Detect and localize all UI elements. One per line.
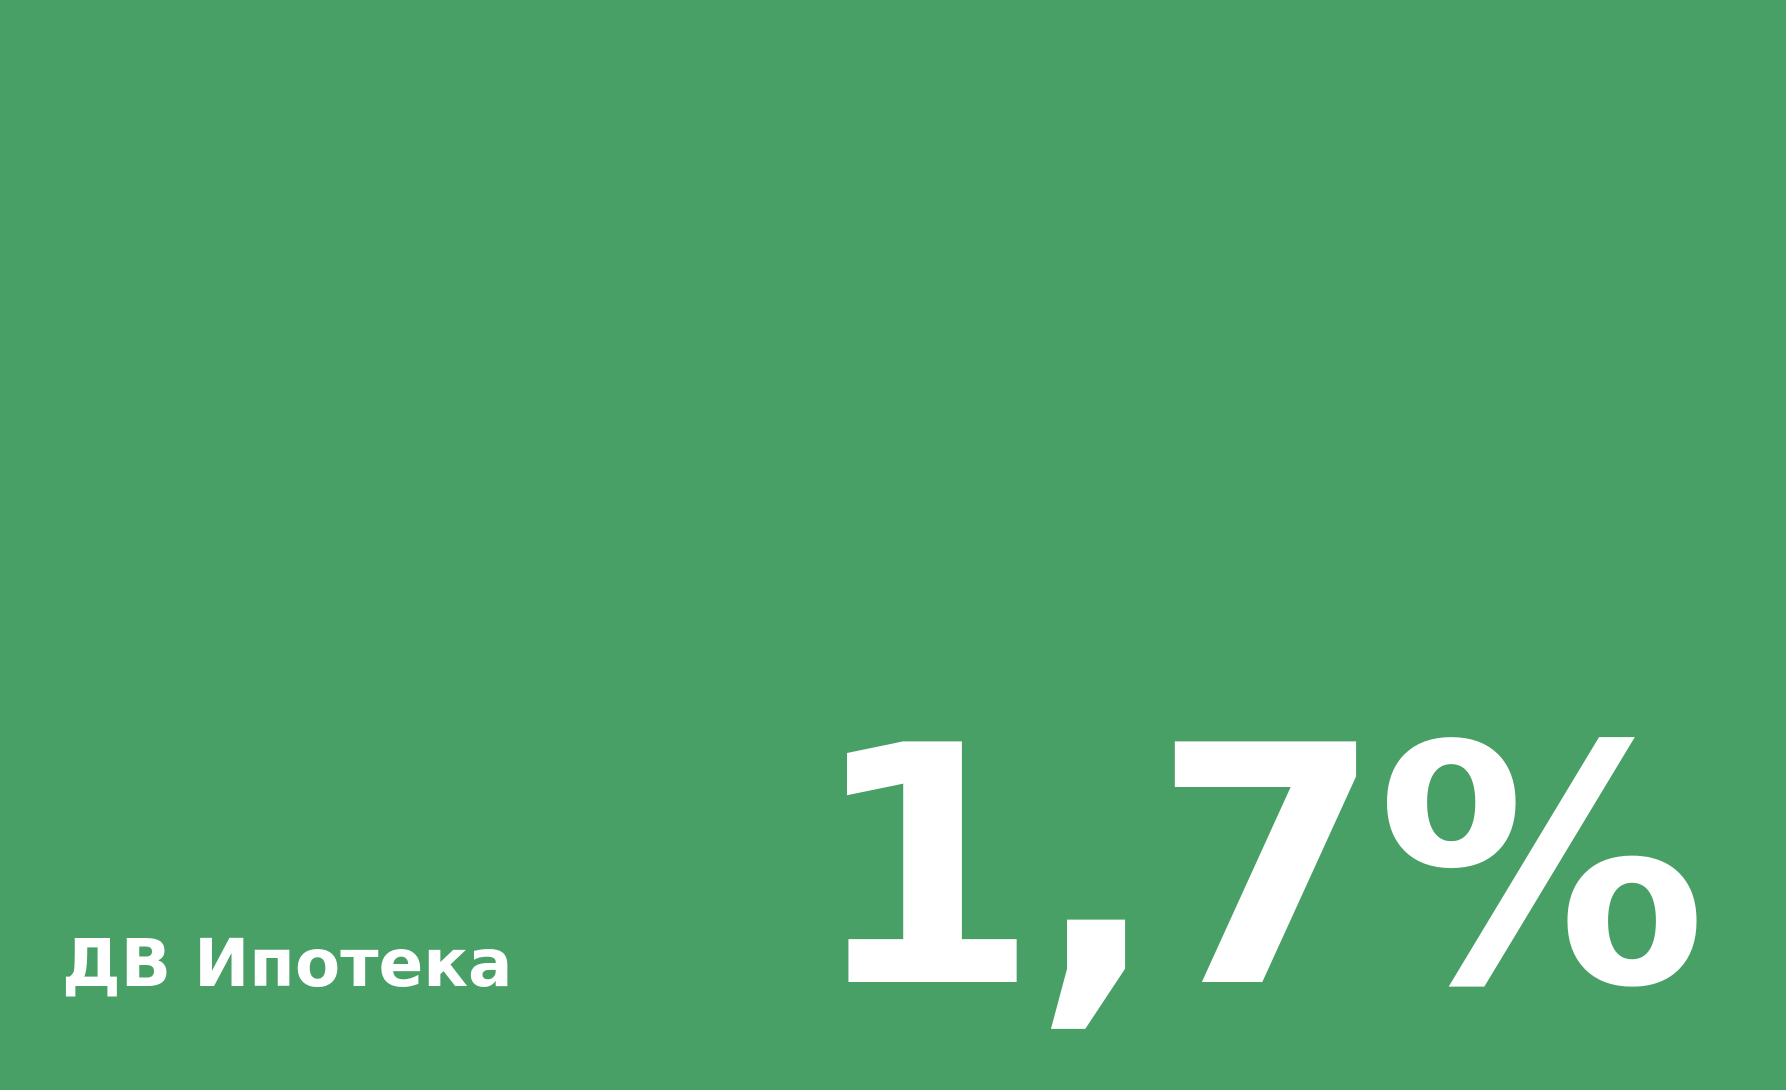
product-label: ДВ Ипотека [62, 925, 513, 1002]
rate-value: 1,7% [809, 676, 1707, 1060]
